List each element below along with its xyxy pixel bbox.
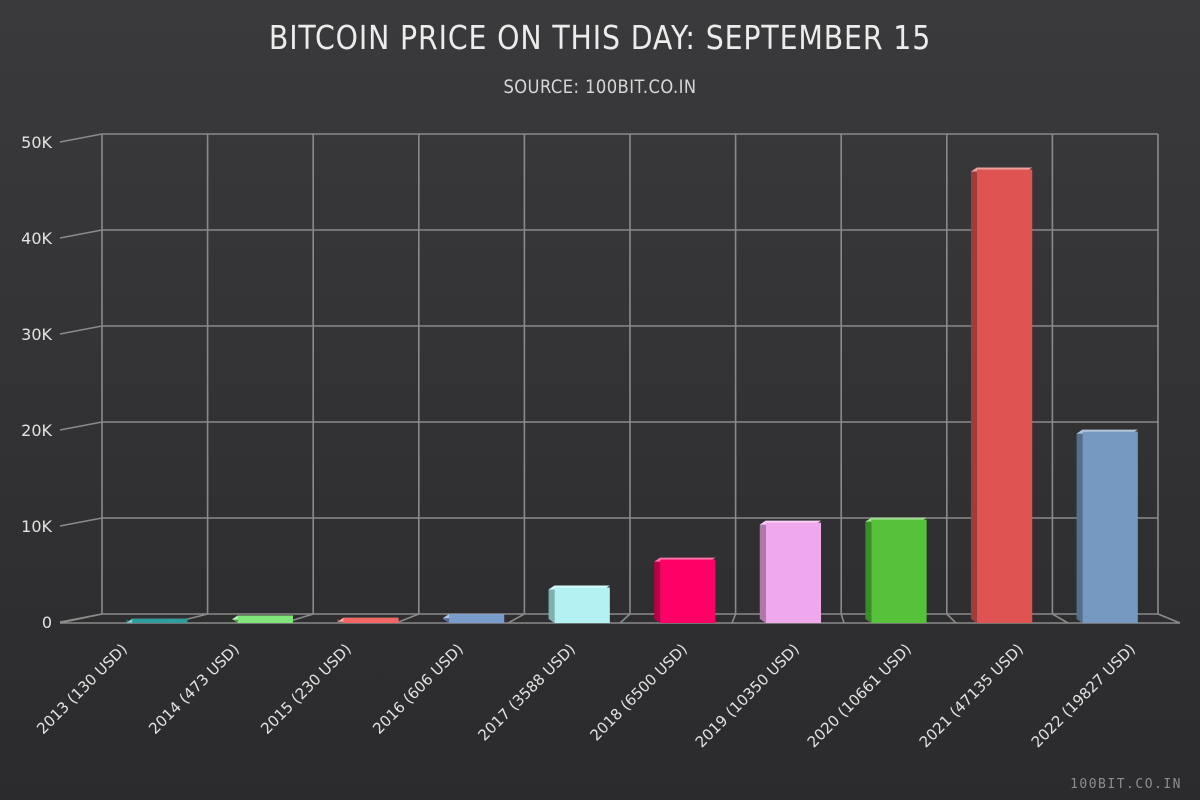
bar-side — [865, 517, 872, 623]
grid-connector — [59, 229, 103, 239]
x-tick-label: 2019 (10350 USD) — [692, 640, 803, 751]
bar-front — [871, 519, 927, 623]
bar-side — [759, 520, 766, 623]
floor-divider — [840, 613, 845, 624]
floor-divider — [59, 613, 103, 624]
x-tick-label: 2015 (230 USD) — [257, 640, 355, 738]
bar-6 — [759, 520, 822, 623]
chart-subtitle: SOURCE: 100BIT.CO.IN — [503, 76, 697, 98]
bar-front — [554, 587, 610, 623]
floor-divider — [731, 613, 737, 624]
watermark: 100BIT.CO.IN — [1070, 777, 1182, 792]
bar-side — [1076, 429, 1083, 623]
bar-front — [343, 617, 399, 623]
x-tick-label: 2016 (606 USD) — [369, 640, 467, 738]
floor-divider — [507, 613, 525, 624]
bar-front — [132, 618, 188, 623]
bar-front — [1082, 431, 1138, 623]
bar-2 — [337, 617, 399, 623]
x-tick-label: 2022 (19827 USD) — [1028, 640, 1139, 751]
y-tick-label: 40K — [21, 229, 52, 248]
floor-divider — [946, 613, 957, 624]
bar-front — [448, 614, 505, 623]
y-tick-label: 50K — [21, 133, 52, 152]
bar-7 — [865, 517, 927, 623]
bar-9 — [1076, 429, 1138, 623]
grid-connector — [59, 517, 103, 527]
bar-1 — [231, 615, 294, 623]
bar-front — [237, 615, 294, 623]
bar-4 — [548, 585, 610, 623]
floor-divider — [619, 613, 631, 624]
bar-8 — [970, 167, 1033, 623]
bar-side — [970, 167, 977, 623]
x-tick-label: 2020 (10661 USD) — [804, 640, 915, 751]
bar-side — [654, 557, 661, 623]
bar-0 — [126, 618, 188, 623]
bar-3 — [442, 614, 505, 623]
y-tick-label: 0 — [42, 613, 52, 632]
x-tick-label: 2021 (47135 USD) — [916, 640, 1027, 751]
floor-divider — [395, 613, 420, 624]
chart-title: BITCOIN PRICE ON THIS DAY: SEPTEMBER 15 — [268, 18, 932, 57]
x-tick-label: 2018 (6500 USD) — [586, 640, 690, 744]
bar-side — [548, 585, 555, 623]
bars — [126, 167, 1138, 623]
bar-front — [765, 522, 822, 623]
bar-front — [660, 559, 716, 623]
x-tick-label: 2014 (473 USD) — [145, 640, 243, 738]
x-tick-label: 2013 (130 USD) — [33, 640, 131, 738]
floor-divider — [1157, 613, 1181, 624]
bar-5 — [654, 557, 716, 623]
x-tick-label: 2017 (3588 USD) — [474, 640, 578, 744]
grid-connector — [59, 133, 103, 143]
grid-connector — [59, 325, 103, 335]
y-tick-label: 20K — [21, 421, 52, 440]
bar-front — [976, 169, 1033, 623]
y-tick-label: 30K — [21, 325, 52, 344]
floor-divider — [1052, 613, 1069, 624]
grid-connector — [59, 421, 103, 431]
y-tick-label: 10K — [21, 517, 52, 536]
